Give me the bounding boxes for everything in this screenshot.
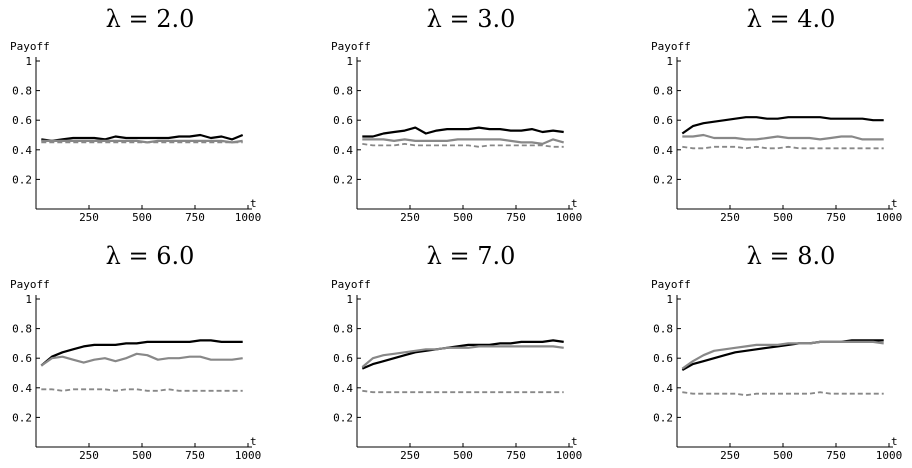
series-line-dashed-gray (682, 145, 884, 150)
series-line-solid-gray (682, 133, 884, 141)
x-tick-label: 250 (79, 211, 99, 224)
x-axis-label: t (891, 197, 898, 210)
y-tick-label: 0.2 (653, 173, 673, 186)
y-axis-label: Payoff (331, 278, 371, 291)
x-tick-label: 250 (720, 449, 740, 462)
y-tick-label: 0.6 (653, 114, 673, 127)
y-tick-label: 0.2 (333, 411, 353, 424)
x-tick-label: 250 (720, 211, 740, 224)
series-line-solid-black (681, 339, 884, 371)
y-tick-label: 0.8 (12, 85, 32, 98)
x-tick-label: 250 (79, 449, 99, 462)
x-tick-label: 750 (826, 449, 846, 462)
x-tick-label: 1000 (556, 449, 583, 462)
x-tick-label: 250 (400, 211, 420, 224)
series-line-solid-black (681, 116, 884, 135)
x-tick-label: 750 (185, 449, 205, 462)
x-tick-label: 250 (400, 449, 420, 462)
x-tick-label: 500 (453, 449, 473, 462)
series-line-solid-gray (40, 352, 243, 367)
y-tick-label: 0.6 (12, 352, 32, 365)
chart-panel-3: λ = 4.0 Payoff t 0.2 0.4 0.6 0.8 1 250 500 750 1000 (651, 5, 902, 224)
y-tick-label: 0.6 (12, 114, 32, 127)
x-tick-label: 1000 (235, 211, 262, 224)
x-tick-label: 500 (773, 211, 793, 224)
y-tick-label: 1 (346, 293, 353, 306)
x-axis-label: t (571, 435, 578, 448)
series-line-solid-black (40, 339, 243, 367)
series-line-solid-black (361, 339, 564, 370)
series-line-dashed-gray (362, 142, 564, 148)
x-axis-label: t (571, 197, 578, 210)
y-axis-label: Payoff (10, 278, 50, 291)
y-tick-label: 0.6 (653, 352, 673, 365)
x-tick-label: 500 (132, 211, 152, 224)
y-tick-label: 0.4 (653, 144, 673, 157)
chart-panel-6: λ = 8.0 Payoff t 0.2 0.4 0.6 0.8 1 250 500 750 1000 (651, 242, 902, 462)
series-line-solid-black (362, 126, 564, 138)
y-axis-label: Payoff (10, 40, 50, 53)
x-tick-label: 1000 (235, 449, 262, 462)
chart-title: λ = 4.0 (747, 5, 836, 33)
chart-title: λ = 6.0 (106, 242, 195, 270)
y-tick-label: 0.4 (333, 144, 353, 157)
x-tick-label: 750 (185, 211, 205, 224)
y-tick-label: 0.2 (12, 411, 32, 424)
x-tick-label: 500 (453, 211, 473, 224)
x-axis-label: t (250, 197, 257, 210)
x-tick-label: 750 (826, 211, 846, 224)
chart-panel-4: λ = 6.0 Payoff t 0.2 0.4 0.6 0.8 1 250 500 750 1000 (10, 242, 261, 462)
y-tick-label: 0.2 (12, 173, 32, 186)
series-line-dashed-gray (362, 389, 564, 394)
y-tick-label: 0.6 (333, 352, 353, 365)
x-axis-label: t (891, 435, 898, 448)
x-tick-label: 750 (506, 449, 526, 462)
y-tick-label: 0.4 (12, 382, 32, 395)
x-tick-label: 500 (132, 449, 152, 462)
y-tick-label: 1 (25, 293, 32, 306)
y-tick-label: 1 (346, 55, 353, 68)
y-tick-label: 0.4 (653, 382, 673, 395)
chart-title: λ = 2.0 (106, 5, 195, 33)
x-axis-label: t (250, 435, 257, 448)
y-tick-label: 1 (666, 293, 673, 306)
y-tick-label: 1 (25, 55, 32, 68)
series-line-solid-gray (681, 340, 884, 370)
series-line-solid-gray (362, 138, 564, 145)
chart-title: λ = 8.0 (747, 242, 836, 270)
y-tick-label: 0.8 (653, 85, 673, 98)
y-tick-label: 0.6 (333, 114, 353, 127)
y-tick-label: 0.4 (333, 382, 353, 395)
y-axis-label: Payoff (331, 40, 371, 53)
y-tick-label: 0.8 (12, 323, 32, 336)
chart-title: λ = 3.0 (427, 5, 516, 33)
y-tick-label: 0.2 (653, 411, 673, 424)
y-tick-label: 0.8 (653, 323, 673, 336)
y-tick-label: 0.8 (333, 85, 353, 98)
y-axis-label: Payoff (651, 40, 691, 53)
chart-title: λ = 7.0 (427, 242, 516, 270)
y-tick-label: 0.4 (12, 144, 32, 157)
y-tick-label: 0.2 (333, 173, 353, 186)
x-tick-label: 500 (773, 449, 793, 462)
x-tick-label: 1000 (876, 449, 903, 462)
y-tick-label: 0.8 (333, 323, 353, 336)
x-tick-label: 750 (506, 211, 526, 224)
series-line-solid-gray (361, 345, 564, 368)
chart-panel-1: λ = 2.0 Payoff t 0.2 0.4 0.6 0.8 1 250 500 750 1000 (10, 5, 261, 224)
series-line-dashed-gray (682, 391, 884, 397)
chart-panel-5: λ = 7.0 Payoff t 0.2 0.4 0.6 0.8 1 250 500 750 1000 (331, 242, 582, 462)
series-line-solid-black (41, 133, 244, 142)
series-line-dashed-gray (41, 388, 243, 392)
y-tick-label: 1 (666, 55, 673, 68)
x-tick-label: 1000 (556, 211, 583, 224)
chart-panel-2: λ = 3.0 Payoff t 0.2 0.4 0.6 0.8 1 250 500 750 1000 (331, 5, 582, 224)
x-tick-label: 1000 (876, 211, 903, 224)
y-axis-label: Payoff (651, 278, 691, 291)
